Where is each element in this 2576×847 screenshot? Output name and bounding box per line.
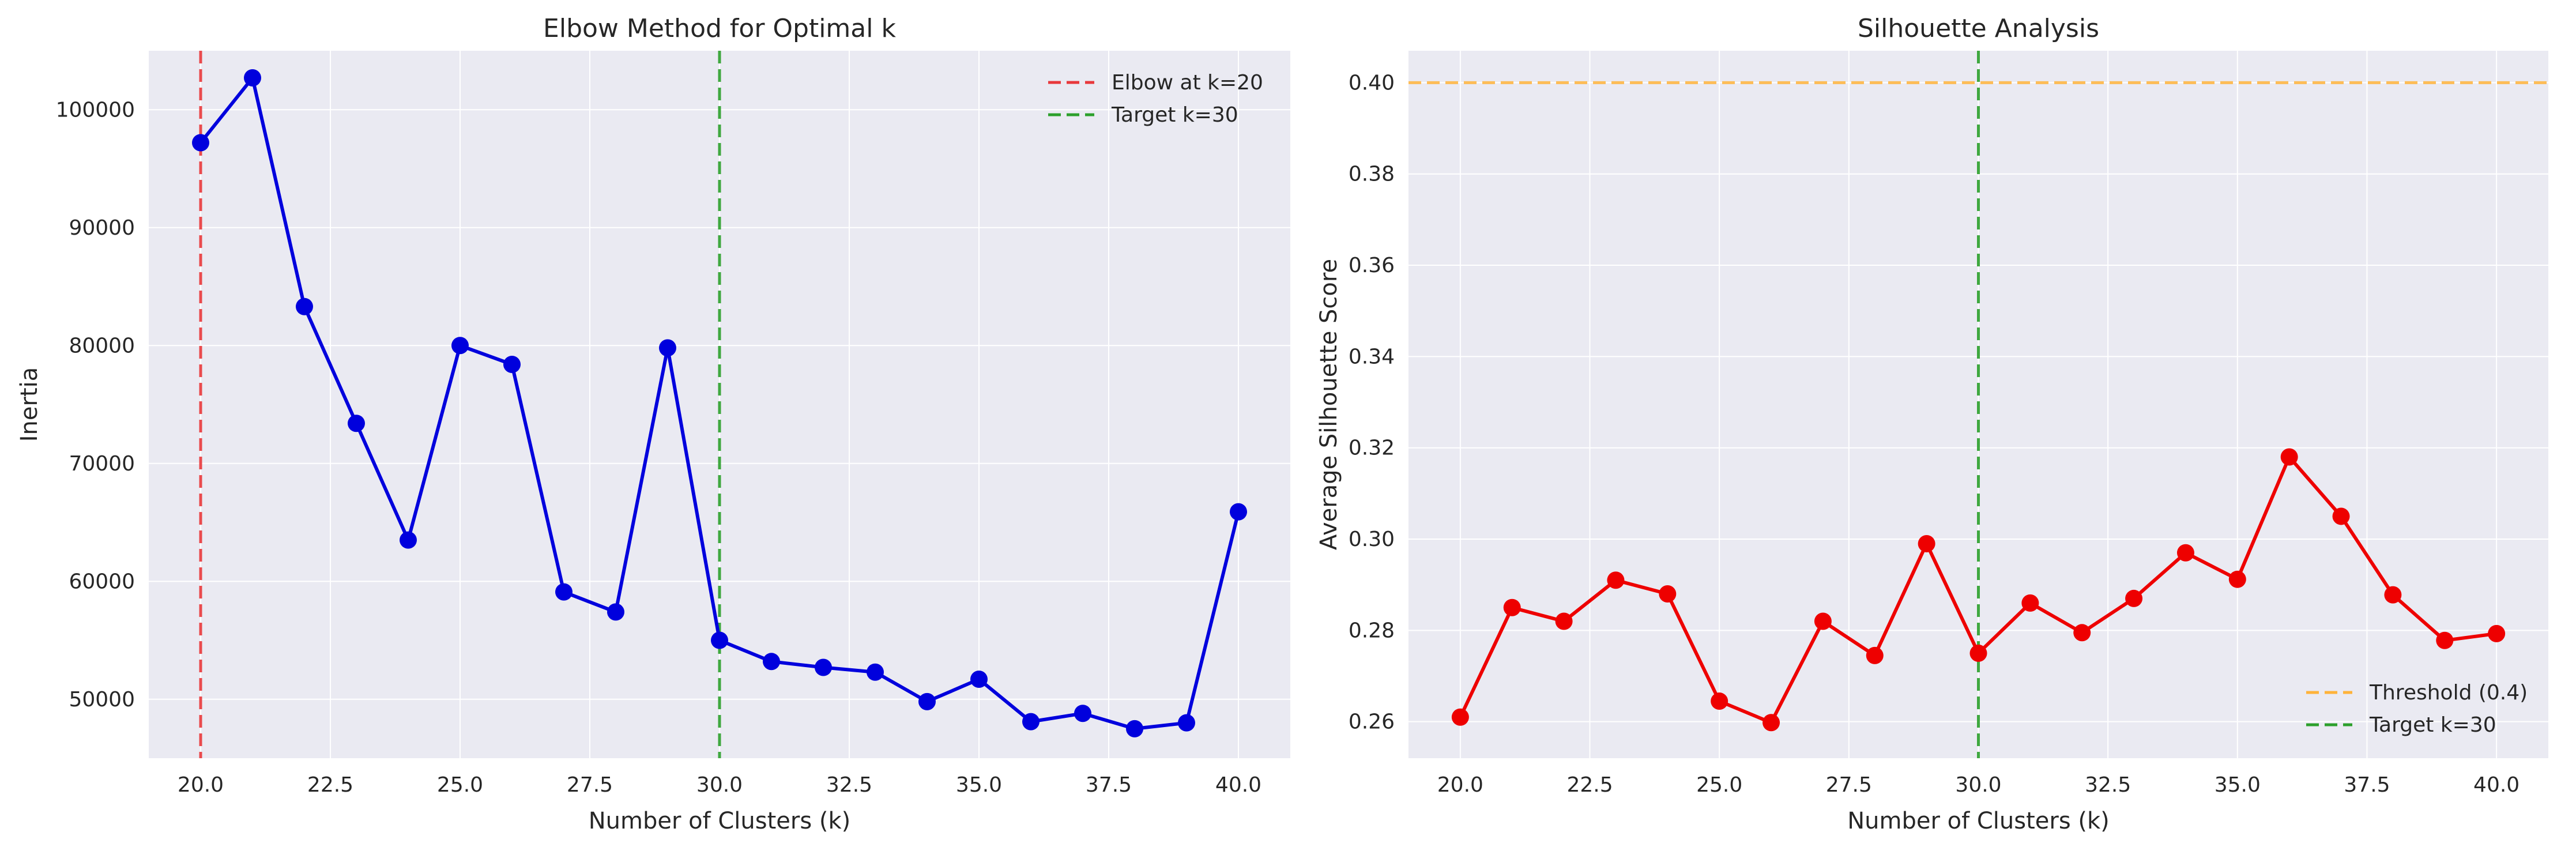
x-tick-label: 25.0 [1696, 773, 1742, 797]
x-tick-label: 32.5 [826, 773, 872, 797]
y-tick-label: 0.36 [1349, 254, 1395, 277]
x-tick-label: 20.0 [178, 773, 224, 797]
x-axis-label: Number of Clusters (k) [1847, 808, 2110, 834]
data-point [867, 663, 884, 681]
data-point [2125, 589, 2143, 607]
y-tick-label: 80000 [69, 334, 135, 357]
data-point [2176, 544, 2194, 562]
data-point [1762, 714, 1780, 732]
data-point [1607, 571, 1625, 589]
data-point [2436, 631, 2454, 649]
data-point [192, 134, 209, 152]
data-point [244, 69, 261, 87]
data-point [2228, 570, 2246, 588]
x-tick-label: 37.5 [1086, 773, 1132, 797]
y-tick-label: 0.32 [1349, 436, 1395, 460]
data-point [970, 670, 988, 688]
legend-label: Threshold (0.4) [2369, 681, 2528, 705]
data-point [2073, 624, 2091, 642]
legend-label: Elbow at k=20 [1112, 71, 1263, 95]
y-tick-label: 50000 [69, 688, 135, 712]
legend-label: Target k=30 [1111, 103, 1238, 127]
data-point [1126, 720, 1143, 737]
data-point [1503, 598, 1521, 616]
data-point [1451, 708, 1469, 726]
x-tick-label: 22.5 [1566, 773, 1613, 797]
data-point [2280, 448, 2298, 466]
data-point [503, 355, 521, 373]
x-tick-label: 25.0 [437, 773, 483, 797]
data-point [1969, 644, 1987, 662]
x-tick-label: 27.5 [1826, 773, 1872, 797]
x-tick-label: 37.5 [2344, 773, 2390, 797]
data-point [451, 337, 469, 355]
x-tick-label: 40.0 [1215, 773, 1261, 797]
data-point [1555, 612, 1573, 630]
data-point [348, 415, 365, 432]
data-point [815, 658, 832, 676]
data-point [1022, 713, 1040, 731]
y-tick-label: 90000 [69, 216, 135, 240]
y-tick-label: 0.40 [1349, 71, 1395, 95]
data-point [1178, 714, 1195, 732]
y-tick-label: 0.34 [1349, 345, 1395, 368]
y-tick-label: 0.38 [1349, 163, 1395, 186]
data-point [1230, 503, 1247, 521]
x-tick-label: 27.5 [567, 773, 613, 797]
data-point [763, 653, 780, 671]
data-point [555, 583, 573, 601]
data-point [1659, 585, 1677, 603]
data-point [296, 298, 313, 315]
data-point [1866, 646, 1884, 664]
y-axis-label: Inertia [16, 367, 43, 442]
x-tick-label: 35.0 [2215, 773, 2261, 797]
silhouette-chart: 0.26 0.28 0.30 0.32 0.34 0.36 0.38 0.40 20.0 22.5… [1316, 14, 2548, 834]
x-tick-label: 40.0 [2473, 773, 2519, 797]
data-point [1918, 534, 1935, 552]
data-point [2332, 507, 2350, 525]
x-tick-label: 30.0 [696, 773, 743, 797]
y-tick-label: 100000 [56, 98, 135, 122]
data-point [711, 631, 728, 649]
y-tick-label: 60000 [69, 570, 135, 593]
data-point [400, 531, 417, 549]
y-tick-label: 70000 [69, 452, 135, 476]
legend-label: Target k=30 [2369, 713, 2496, 737]
y-axis-label: Average Silhouette Score [1316, 259, 1342, 550]
x-axis-label: Number of Clusters (k) [589, 808, 851, 834]
data-point [2384, 586, 2402, 604]
data-point [2488, 624, 2506, 642]
chart-title: Elbow Method for Optimal k [543, 14, 896, 43]
x-tick-label: 20.0 [1437, 773, 1483, 797]
data-point [607, 603, 624, 621]
data-point [1814, 612, 1832, 630]
x-tick-label: 22.5 [307, 773, 353, 797]
y-tick-label: 0.26 [1349, 710, 1395, 734]
x-tick-label: 32.5 [2085, 773, 2131, 797]
y-tick-label: 0.28 [1349, 619, 1395, 642]
x-tick-label: 30.0 [1955, 773, 2001, 797]
data-point [1711, 692, 1728, 710]
data-point [1074, 705, 1091, 722]
data-point [2021, 594, 2039, 612]
data-point [918, 692, 936, 710]
chart-title: Silhouette Analysis [1858, 14, 2099, 43]
elbow-chart: 50000 60000 70000 80000 90000 100000 20.0 22.5 2… [16, 14, 1290, 834]
data-point [659, 339, 676, 357]
y-tick-label: 0.30 [1349, 528, 1395, 551]
x-tick-label: 35.0 [956, 773, 1002, 797]
